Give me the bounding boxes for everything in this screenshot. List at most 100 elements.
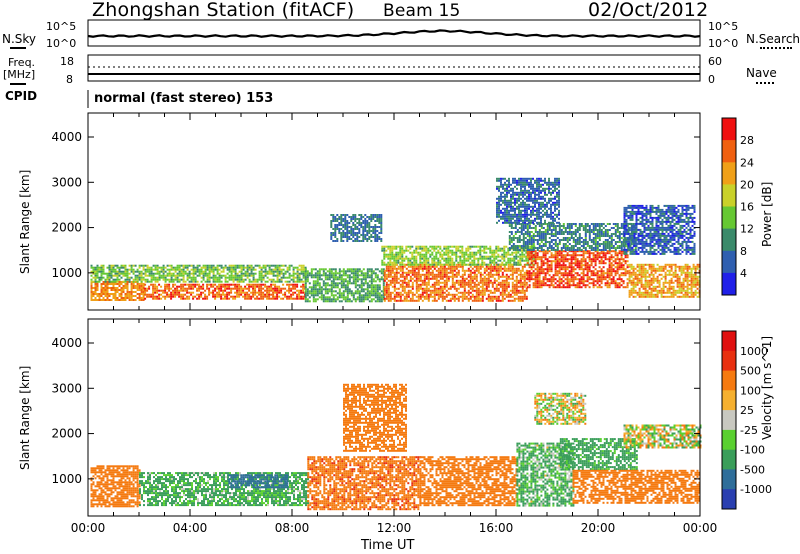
heatmap-cell [180,264,183,267]
heatmap-cell [360,280,363,283]
heatmap-cell [489,261,492,264]
heatmap-cell [142,299,145,301]
heatmap-cell [132,264,135,267]
heatmap-cell [358,240,361,242]
heatmap-cell [280,278,283,281]
heatmap-cell [475,289,478,292]
heatmap-cell [477,299,480,302]
heatmap-cell [519,297,522,300]
heatmap-cell [298,272,301,275]
heatmap-cell [116,299,119,301]
heatmap-cell [180,270,183,273]
heatmap-cell [536,258,539,261]
heatmap-cell [352,296,355,299]
heatmap-cell [170,280,173,283]
heatmap-cell [140,276,143,279]
heatmap-cell [479,251,482,254]
heatmap-cell [445,281,448,284]
heatmap-cell [232,268,235,271]
heatmap-cell [562,225,565,227]
heatmap-cell [525,255,528,258]
heatmap-cell [469,263,472,266]
heatmap-cell [393,299,396,302]
heatmap-cell [288,291,291,294]
heatmap-cell [288,285,291,288]
heatmap-cell [417,287,420,290]
heatmap-cell [352,222,355,224]
heatmap-cell [481,261,484,264]
heatmap-cell [441,275,444,278]
heatmap-cell [624,262,627,265]
heatmap-cell [461,279,464,282]
heatmap-cell [508,237,511,239]
heatmap-cell [576,249,579,251]
heatmap-cell [503,269,506,272]
heatmap-cell [360,240,363,242]
heatmap-cell [94,289,97,291]
heatmap-cell [192,266,195,269]
heatmap-cell [481,263,484,266]
heatmap-cell [546,278,549,281]
heatmap-cell [552,247,555,249]
heatmap-cell [514,249,517,251]
heatmap-cell [242,274,245,277]
heatmap-cell [495,285,498,288]
heatmap-cell [469,279,472,282]
heatmap-cell [465,253,468,256]
heatmap-cell [230,289,233,292]
heatmap-cell [407,257,410,260]
heatmap-cell [94,266,97,269]
heatmap-cell [188,283,191,286]
heatmap-cell [501,263,504,266]
heatmap-cell [206,272,209,275]
heatmap-cell [542,278,545,281]
heatmap-cell [510,247,513,249]
heatmap-cell [540,249,543,251]
heatmap-cell [340,240,343,242]
heatmap-cell [620,284,623,287]
heatmap-cell [348,216,351,218]
heatmap-cell [94,268,97,271]
heatmap-cell [558,258,561,261]
heatmap-cell [128,295,131,297]
heatmap-cell [114,299,117,301]
heatmap-cell [124,295,127,297]
heatmap-cell [342,278,345,281]
heatmap-cell [473,251,476,254]
heatmap-cell [112,280,115,283]
heatmap-cell [415,259,418,262]
heatmap-cell [515,285,518,288]
heatmap-cell [399,299,402,302]
heatmap-cell [216,266,219,269]
heatmap-cell [429,267,432,270]
heatmap-cell [278,268,281,271]
heatmap-cell [395,247,398,250]
heatmap-cell [517,297,520,300]
heatmap-cell [622,282,625,285]
heatmap-cell [120,264,123,267]
heatmap-cell [568,284,571,287]
heatmap-cell [497,275,500,278]
heatmap-cell [391,245,394,248]
heatmap-cell [94,276,97,279]
heatmap-cell [360,270,363,273]
heatmap-cell [94,278,97,281]
heatmap-cell [216,295,219,298]
heatmap-cell [572,250,575,253]
heatmap-cell [242,268,245,271]
heatmap-cell [208,278,211,281]
heatmap-cell [334,276,337,279]
heatmap-cell [376,234,379,236]
heatmap-cell [358,278,361,281]
heatmap-cell [556,243,559,245]
heatmap-cell [360,234,363,236]
heatmap-cell [503,283,506,286]
heatmap-cell [210,266,213,269]
heatmap-cell [560,272,563,275]
heatmap-cell [366,296,369,299]
heatmap-cell [433,267,436,270]
heatmap-cell [481,291,484,294]
heatmap-cell [332,274,335,277]
heatmap-cell [540,231,543,233]
heatmap-cell [168,293,171,296]
